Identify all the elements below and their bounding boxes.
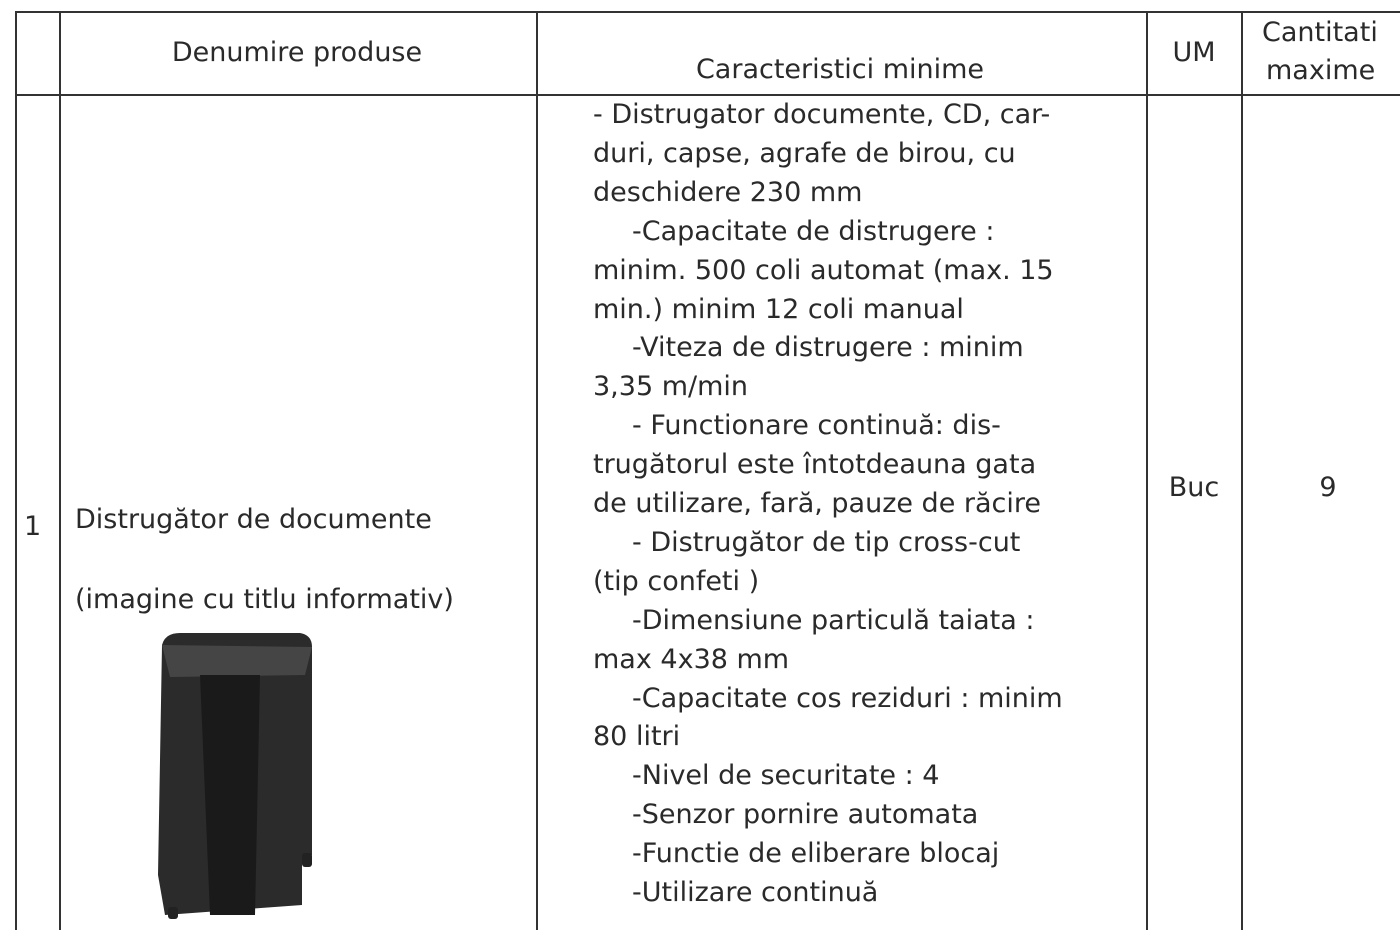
table-border — [15, 11, 1400, 13]
characteristic-line: de utilizare, fară, pauze de răcire — [593, 488, 1042, 519]
table-border — [536, 12, 538, 930]
table-border — [1146, 12, 1148, 930]
characteristic-line: -Viteza de distrugere : minim — [632, 332, 1024, 364]
characteristic-line: - Distrugător de tip cross-cut — [632, 526, 1021, 558]
header-cell: Caracteristici minime — [695, 54, 985, 85]
header-cell: Denumire produse — [171, 37, 423, 68]
quantity: 9 — [1319, 472, 1337, 503]
characteristic-line: (tip confeti ) — [593, 565, 760, 597]
table-border — [1241, 12, 1243, 930]
header-cell: Cantitati — [1262, 17, 1378, 48]
header-cell: UM — [1172, 37, 1216, 68]
header-cell: maxime — [1266, 55, 1376, 86]
characteristic-line: duri, capse, agrafe de birou, cu — [593, 137, 1016, 169]
characteristic-line: 3,35 m/min — [593, 371, 749, 403]
unit: Buc — [1168, 472, 1220, 503]
characteristic-line: -Utilizare continuă — [632, 877, 879, 908]
characteristic-line: max 4x38 mm — [593, 643, 790, 675]
characteristic-line: -Functie de eliberare blocaj — [632, 838, 1000, 870]
table-border — [15, 12, 17, 930]
characteristic-line: deschidere 230 mm — [593, 176, 863, 208]
characteristic-line: trugătorul este întotdeauna gata — [593, 449, 1037, 481]
row-number: 1 — [24, 511, 42, 542]
characteristic-line: minim. 500 coli automat (max. 15 — [593, 254, 1054, 286]
product-note: (imagine cu titlu informativ) — [75, 584, 454, 615]
characteristic-line: 80 litri — [593, 721, 681, 753]
characteristic-line: -Capacitate cos reziduri : minim — [632, 682, 1063, 714]
characteristic-line: min.) minim 12 coli manual — [593, 293, 964, 325]
characteristic-line: - Functionare continuă: dis- — [632, 410, 1001, 442]
characteristic-line: -Senzor pornire automata — [632, 799, 979, 831]
characteristic-line: -Capacitate de distrugere : — [632, 215, 995, 247]
product-image — [158, 633, 312, 919]
product-name: Distrugător de documente — [75, 504, 432, 535]
table-border — [15, 94, 1400, 96]
characteristic-line: -Nivel de securitate : 4 — [632, 760, 940, 792]
characteristic-line: -Dimensiune particulă taiata : — [632, 604, 1035, 636]
characteristic-line: - Distrugator documente, CD, car- — [593, 99, 1051, 130]
table-border — [59, 12, 61, 930]
